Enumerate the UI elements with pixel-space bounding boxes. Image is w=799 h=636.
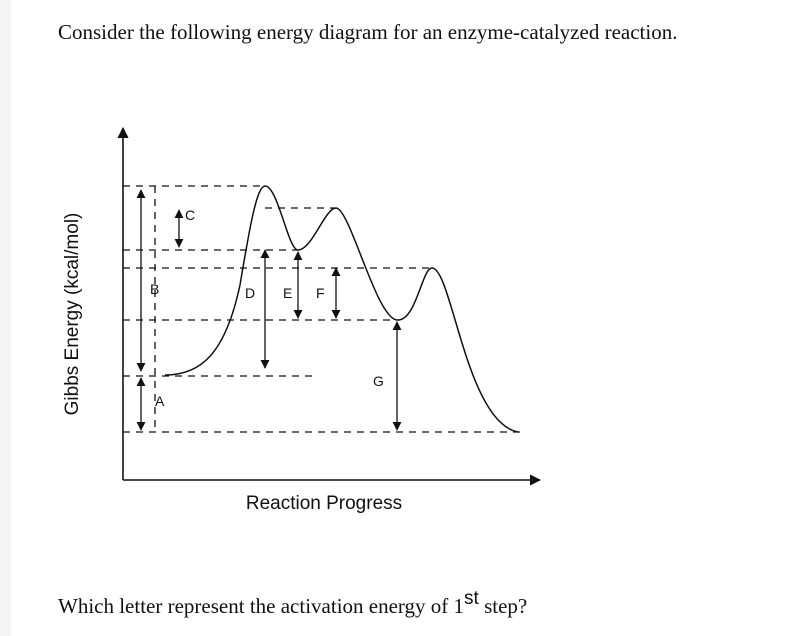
y-axis-title: Gibbs Energy (kcal/mol) (62, 213, 83, 416)
question-text: Which letter represent the activation en… (58, 589, 528, 619)
label-g: G (373, 373, 384, 389)
question-superscript: st (464, 588, 479, 609)
label-f: F (316, 285, 325, 301)
question-prompt: Consider the following energy diagram fo… (58, 20, 678, 44)
x-axis-title: Reaction Progress (246, 493, 402, 514)
dashed-guides (123, 185, 520, 433)
energy-arrows (136, 189, 402, 431)
page-gutter (0, 0, 11, 636)
reaction-energy-curve (164, 185, 519, 433)
question-text-end: step? (478, 594, 528, 618)
label-d: D (245, 285, 255, 301)
label-e: E (283, 285, 292, 301)
label-a: A (155, 393, 165, 409)
label-c: C (185, 207, 195, 223)
label-b: B (150, 281, 159, 297)
question-text-main: Which letter represent the activation en… (58, 594, 465, 618)
